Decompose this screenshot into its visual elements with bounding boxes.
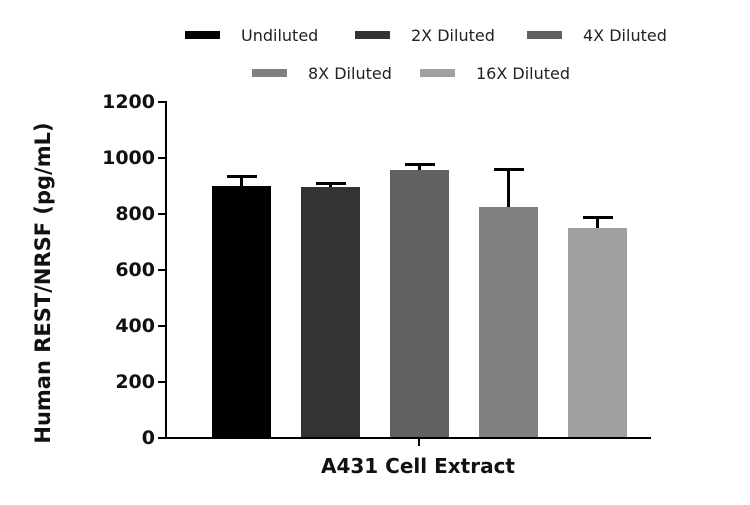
y-tick-label: 1000 <box>102 147 155 169</box>
error-bar <box>507 168 510 207</box>
legend-swatch <box>420 69 455 77</box>
y-tick-label: 800 <box>115 203 155 225</box>
bar-16x-diluted <box>568 227 627 438</box>
y-tick-label: 400 <box>115 315 155 337</box>
error-bar <box>596 217 599 228</box>
x-tick <box>418 438 420 446</box>
error-bar <box>418 164 421 170</box>
legend-swatch <box>355 31 390 39</box>
legend-label: Undiluted <box>241 25 319 45</box>
y-tick <box>158 157 166 159</box>
y-tick-label: 600 <box>115 259 155 281</box>
y-tick <box>158 101 166 103</box>
bar-undiluted <box>212 185 271 438</box>
legend-swatch <box>252 69 287 77</box>
y-axis-line <box>165 101 167 439</box>
legend-swatch <box>185 31 220 39</box>
legend-item-2x-diluted: 2X Diluted <box>355 25 495 45</box>
y-axis-label: Human REST/NRSF (pg/mL) <box>31 122 55 444</box>
x-axis-label: A431 Cell Extract <box>320 454 516 478</box>
y-tick <box>158 437 166 439</box>
x-axis-line <box>165 437 651 439</box>
bar-8x-diluted <box>479 206 538 438</box>
legend-item-4x-diluted: 4X Diluted <box>527 25 667 45</box>
bar-4x-diluted <box>390 169 449 438</box>
error-bar <box>240 176 243 186</box>
y-tick <box>158 269 166 271</box>
error-bar-cap <box>226 175 257 179</box>
legend-swatch <box>527 31 562 39</box>
legend-item-undiluted: Undiluted <box>185 25 318 45</box>
error-bar-cap <box>404 163 435 167</box>
legend-label: 16X Diluted <box>476 63 571 83</box>
legend-item-8x-diluted: 8X Diluted <box>252 63 392 83</box>
legend-label: 4X Diluted <box>583 25 667 45</box>
error-bar-cap <box>582 216 613 220</box>
legend-label: 8X Diluted <box>308 63 392 83</box>
y-tick <box>158 381 166 383</box>
y-tick <box>158 325 166 327</box>
y-tick <box>158 213 166 215</box>
y-tick-label: 0 <box>141 427 155 449</box>
legend-label: 2X Diluted <box>411 25 495 45</box>
bar-2x-diluted <box>301 187 360 438</box>
error-bar-cap <box>315 182 346 186</box>
error-bar-cap <box>493 167 524 171</box>
legend-item-16x-diluted: 16X Diluted <box>420 63 570 83</box>
y-tick-label: 1200 <box>102 91 155 113</box>
y-tick-label: 200 <box>115 371 155 393</box>
